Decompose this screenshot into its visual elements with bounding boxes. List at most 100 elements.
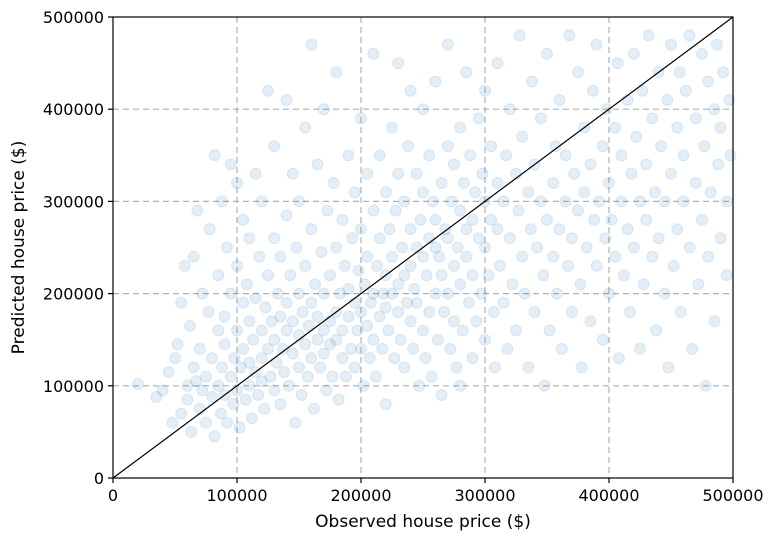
data-point (491, 177, 504, 189)
data-point (625, 167, 638, 180)
data-point (249, 167, 262, 180)
data-point (565, 306, 578, 318)
data-point (274, 310, 287, 323)
data-point (642, 29, 655, 42)
data-point (373, 149, 386, 162)
data-point (451, 241, 464, 254)
data-point (667, 259, 680, 272)
data-point (358, 278, 371, 291)
data-point (441, 232, 454, 245)
y-tick-label: 400000 (43, 100, 104, 119)
data-point (234, 361, 247, 374)
y-tick-label: 300000 (43, 192, 104, 211)
data-point (255, 352, 268, 365)
data-point (221, 416, 234, 429)
data-point (175, 296, 188, 309)
data-point (501, 342, 514, 355)
data-point (363, 352, 376, 365)
data-point (361, 250, 374, 263)
data-point (590, 259, 603, 272)
data-point (274, 398, 287, 411)
data-point (262, 84, 274, 97)
data-point (636, 84, 649, 97)
data-point (650, 324, 663, 337)
data-point (559, 149, 572, 162)
y-tick-label: 500000 (43, 8, 104, 27)
data-point (231, 384, 243, 397)
data-point (333, 287, 346, 300)
data-point (646, 112, 659, 125)
data-point (283, 379, 296, 392)
data-point (247, 333, 260, 346)
data-point (404, 259, 417, 272)
data-point (228, 352, 241, 365)
data-point (243, 315, 256, 328)
data-point (429, 287, 442, 300)
data-point (596, 140, 609, 153)
data-point (348, 361, 361, 374)
data-point (683, 241, 696, 254)
data-point (315, 246, 328, 259)
data-point (417, 186, 429, 199)
data-point (454, 278, 467, 291)
data-point (710, 38, 723, 51)
data-point (679, 84, 692, 97)
data-point (454, 204, 467, 217)
data-point (320, 384, 333, 397)
data-point (466, 269, 479, 282)
data-point (214, 407, 227, 420)
data-point (268, 232, 281, 245)
data-point (383, 223, 396, 236)
data-point (371, 259, 384, 272)
data-point (367, 204, 380, 217)
data-point (305, 296, 318, 309)
data-point (262, 342, 274, 355)
data-point (689, 112, 702, 125)
data-point (640, 213, 653, 226)
data-point (280, 94, 293, 106)
data-point (491, 57, 504, 70)
data-point (280, 324, 293, 337)
data-point (305, 38, 318, 51)
data-point (193, 342, 206, 355)
data-point (724, 149, 737, 162)
data-point (299, 121, 312, 134)
data-point (553, 223, 566, 236)
data-point (203, 223, 216, 236)
data-point (311, 310, 324, 323)
data-point (621, 94, 634, 106)
data-point (255, 195, 268, 208)
data-point (324, 269, 336, 282)
data-point (627, 241, 640, 254)
data-point (216, 195, 229, 208)
data-point (444, 342, 457, 355)
data-point (274, 250, 287, 263)
data-point (181, 379, 194, 392)
data-point (289, 416, 302, 429)
data-point (181, 393, 194, 406)
data-point (166, 416, 179, 429)
data-point (355, 306, 367, 318)
data-point (317, 103, 330, 116)
data-point (361, 319, 374, 332)
data-point (648, 186, 661, 199)
data-point (305, 352, 318, 365)
data-point (578, 186, 591, 199)
data-point (212, 269, 225, 282)
data-point (426, 195, 439, 208)
y-tick-label: 200000 (43, 285, 104, 304)
data-point (296, 306, 309, 318)
data-point (262, 269, 274, 282)
data-point (386, 121, 398, 134)
data-point (472, 112, 485, 125)
data-point (487, 306, 500, 318)
data-point (305, 223, 318, 236)
data-point (460, 223, 473, 236)
y-axis-label: Predicted house price ($) (9, 141, 29, 355)
data-point (309, 278, 322, 291)
data-point (307, 402, 320, 415)
data-point (237, 296, 250, 309)
data-point (276, 342, 289, 355)
data-point (392, 167, 405, 180)
data-point (379, 301, 392, 314)
